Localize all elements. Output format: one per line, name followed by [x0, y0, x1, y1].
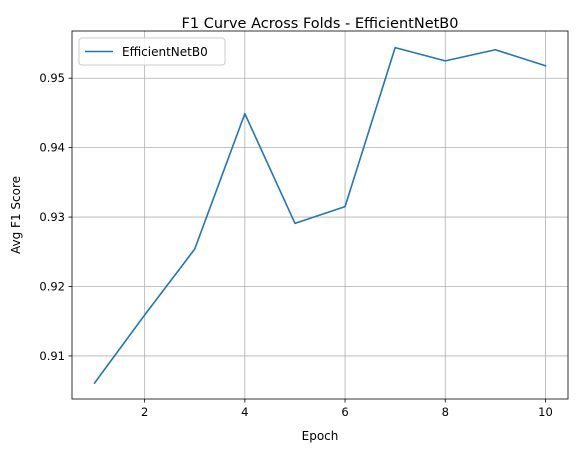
y-tick-label: 0.92 [39, 280, 65, 294]
legend-label: EfficientNetB0 [122, 45, 208, 59]
legend-box [78, 37, 226, 66]
x-tick-label: 10 [538, 405, 553, 419]
series-line [93, 46, 547, 385]
x-tick-label: 2 [141, 405, 148, 419]
plot-frame [71, 30, 569, 400]
x-tick-label: 4 [241, 405, 248, 419]
grid [72, 31, 568, 399]
y-tick-label: 0.91 [39, 349, 65, 363]
chart-title: F1 Curve Across Folds - EfficientNetB0 [182, 16, 459, 32]
x-tick-label: 6 [341, 405, 348, 419]
y-tick-label: 0.95 [39, 71, 65, 85]
x-axis-label: Epoch [302, 429, 339, 443]
y-axis-label: Avg F1 Score [9, 176, 23, 254]
y-axis-ticks: 0.91 0.92 0.93 0.94 0.95 [39, 71, 72, 363]
x-axis-ticks: 2 4 6 8 10 [141, 399, 553, 419]
y-tick-label: 0.93 [39, 210, 65, 224]
legend: EfficientNetB0 [78, 37, 226, 66]
series-layer [93, 46, 547, 385]
x-tick-label: 8 [442, 405, 449, 419]
y-tick-label: 0.94 [39, 141, 65, 155]
